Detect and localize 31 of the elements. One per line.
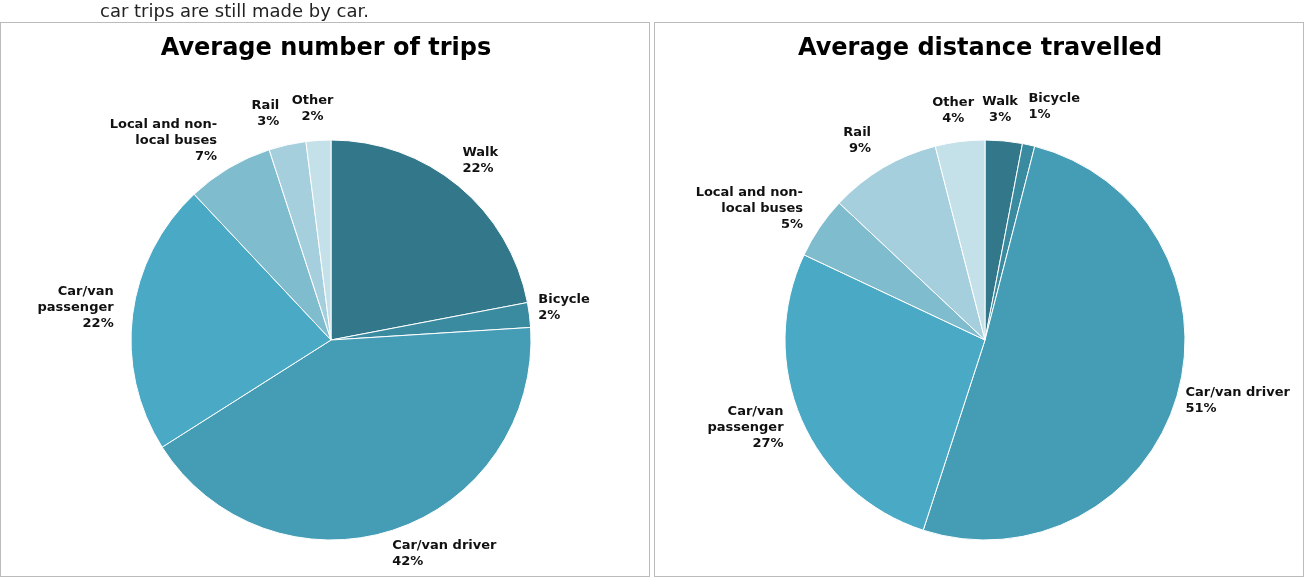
data-label: 7% xyxy=(194,147,218,163)
data-label: 5% xyxy=(780,215,803,231)
slice-label: Other xyxy=(291,92,335,108)
data-label: 42% xyxy=(392,552,424,568)
data-label: 9% xyxy=(848,139,872,155)
data-label: 2% xyxy=(301,108,324,124)
data-label: 3% xyxy=(257,113,280,129)
slice-label: Bicycle xyxy=(538,291,591,307)
text: car trips are still made by car. xyxy=(100,0,370,21)
slice-label: Car/van passenger xyxy=(707,402,785,434)
slice-label: Car/van passenger xyxy=(37,283,115,315)
chart-title: Average number of trips xyxy=(159,33,493,61)
chart-title: Average distance travelled xyxy=(796,33,1164,61)
data-label: 3% xyxy=(989,109,1012,125)
slice-label: Walk xyxy=(982,93,1019,109)
slice-label: Local and non-local buses xyxy=(109,115,218,147)
data-label: 22% xyxy=(462,160,494,176)
data-label: 27% xyxy=(752,434,784,450)
slice-label: Rail xyxy=(843,123,872,139)
data-label: 51% xyxy=(1185,399,1217,415)
slice-label: Bicycle xyxy=(1028,89,1081,105)
slice-label: Walk xyxy=(462,144,499,160)
slice-label: Local and non-local buses xyxy=(695,183,804,215)
slice-label: Other xyxy=(932,93,975,109)
slice-label: Car/van driver xyxy=(392,536,498,552)
data-label: 4% xyxy=(942,109,965,125)
data-label: 1% xyxy=(1028,105,1051,121)
data-label: 22% xyxy=(82,315,114,331)
data-label: 2% xyxy=(538,307,561,323)
slice-label: Car/van driver xyxy=(1185,383,1291,399)
slice-label: Rail xyxy=(251,97,280,113)
